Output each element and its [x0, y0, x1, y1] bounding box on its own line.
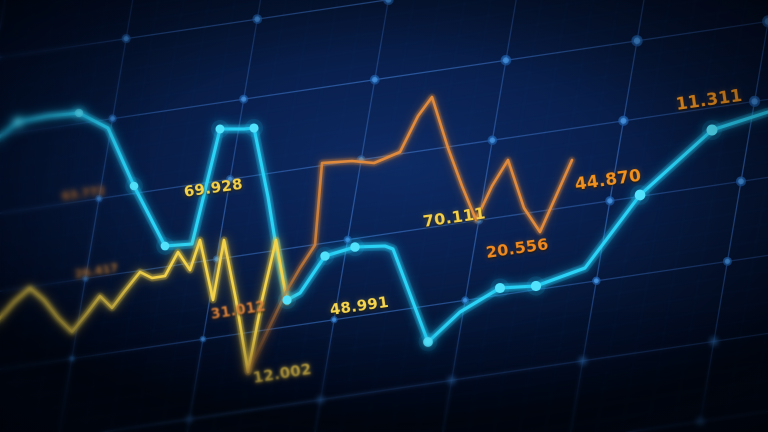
grid-node: [81, 275, 89, 283]
grid-node: [252, 14, 263, 25]
grid-node: [317, 396, 324, 404]
grid-node: [239, 94, 249, 104]
data-point-marker: [345, 237, 365, 257]
data-point-marker: [702, 120, 722, 140]
grid-node: [709, 337, 718, 346]
data-point-marker: [418, 332, 438, 352]
grid-node: [108, 114, 117, 123]
grid-node: [748, 95, 761, 107]
grid-node: [330, 316, 338, 324]
grid-node: [68, 355, 75, 362]
grid-node: [448, 376, 456, 384]
data-point-marker: [490, 278, 510, 298]
data-point-marker: [526, 276, 546, 296]
data-point-marker: [244, 118, 264, 138]
grid-node: [487, 135, 498, 146]
grid-node: [735, 176, 747, 187]
grid-node: [199, 335, 207, 343]
data-point-marker: [9, 113, 27, 131]
grid-node: [631, 35, 643, 47]
data-point-marker: [211, 120, 229, 138]
grid-node: [762, 15, 768, 28]
grid-node: [225, 174, 235, 184]
grid-node: [186, 416, 193, 423]
grid-node: [618, 115, 629, 127]
grid-node: [696, 417, 704, 425]
grid-node: [722, 256, 732, 266]
series-yellow-lower: [0, 236, 291, 376]
grid-node: [369, 74, 380, 85]
data-point-marker: [156, 237, 174, 255]
data-point-marker: [630, 185, 650, 205]
data-point-marker: [315, 246, 335, 266]
grid-node: [500, 54, 512, 66]
data-point-marker: [277, 290, 297, 310]
data-point-marker: [125, 177, 143, 195]
grid-node: [578, 357, 587, 365]
grid-node: [382, 0, 394, 6]
grid-node: [605, 196, 615, 206]
grid-node: [121, 34, 131, 44]
grid-node: [95, 194, 103, 203]
data-point-marker: [70, 104, 88, 122]
grid-node: [592, 276, 601, 286]
